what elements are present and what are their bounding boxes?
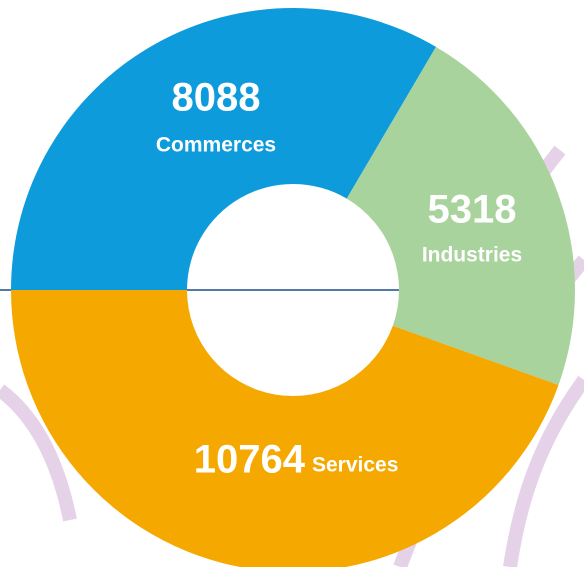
slice: [346, 46, 575, 385]
value-label: 10764: [194, 438, 306, 482]
slice: [11, 290, 559, 567]
slice: [11, 7, 436, 291]
category-label: Services: [312, 454, 398, 477]
value-label: 5318: [428, 188, 517, 232]
labels: 8088 Commerces 5318 Industries 10764 Services: [156, 76, 522, 482]
donut: [11, 7, 575, 567]
category-label: Commerces: [156, 134, 276, 157]
value-label: 8088: [172, 76, 261, 120]
decor-stroke: [503, 375, 584, 567]
category-label: Industries: [422, 244, 522, 267]
decor-stroke: [0, 384, 77, 522]
